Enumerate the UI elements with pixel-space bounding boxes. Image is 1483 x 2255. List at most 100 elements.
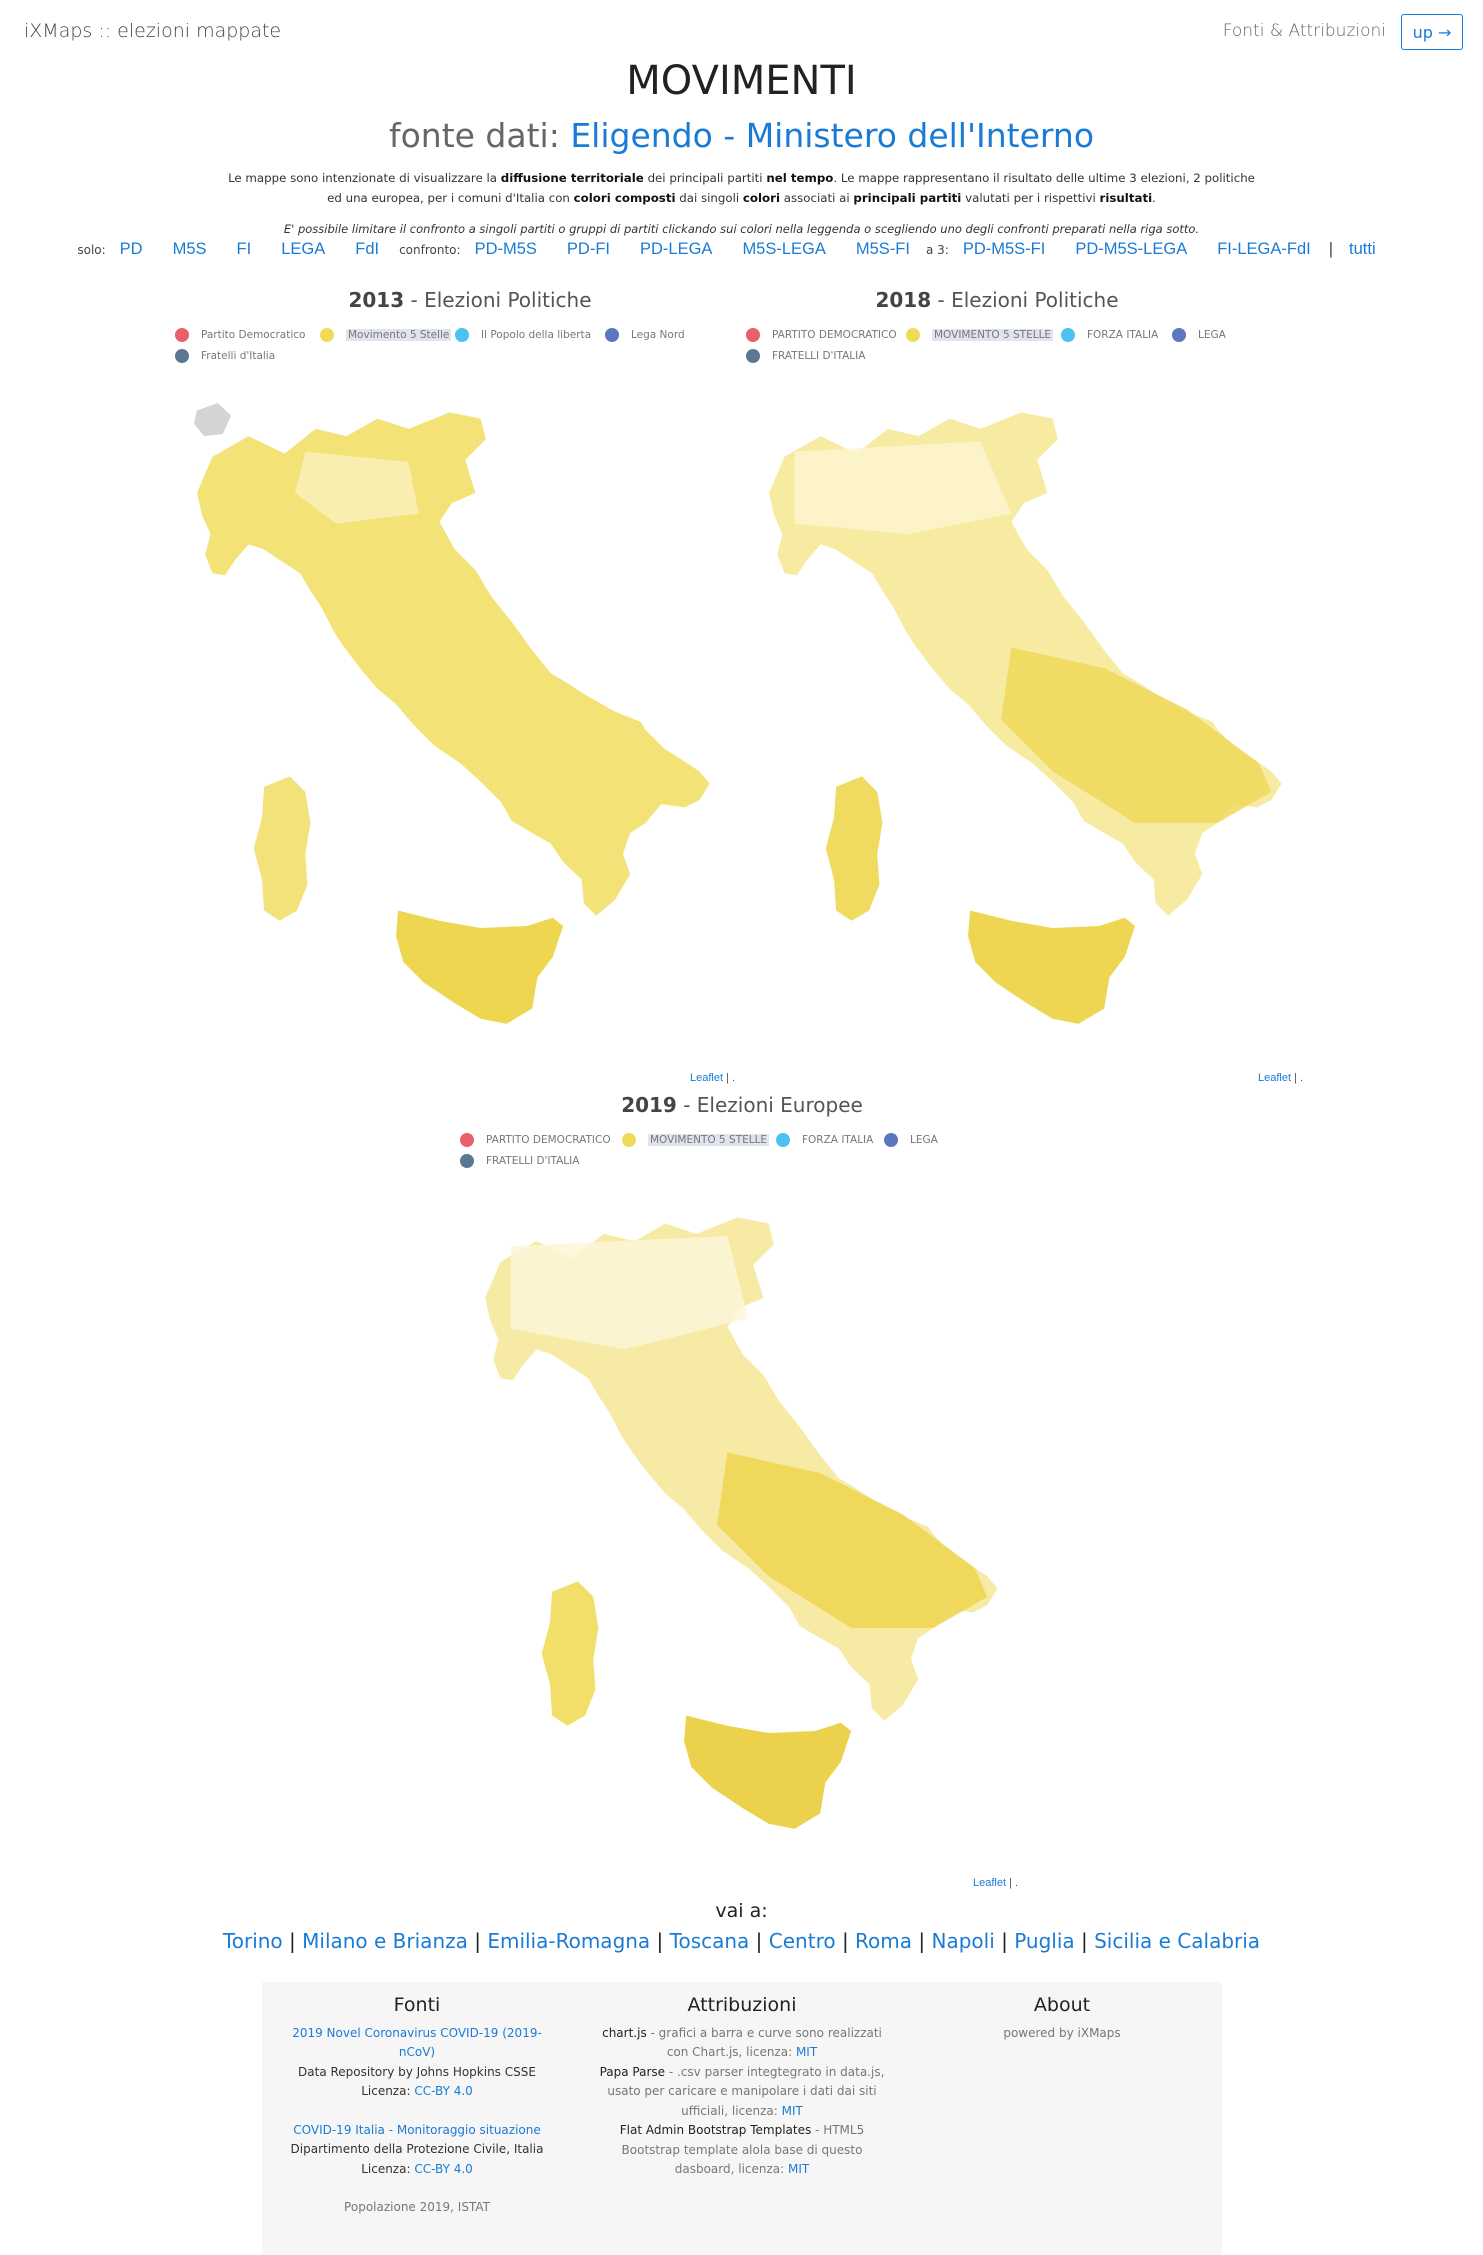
license-link[interactable]: CC-BY 4.0 xyxy=(414,2161,473,2176)
license-link[interactable]: MIT xyxy=(795,2045,818,2059)
legend-dot xyxy=(460,1133,474,1147)
filter-pd-m5s-fi[interactable]: PD-M5S-FI xyxy=(962,240,1046,258)
map-2018-year: 2018 xyxy=(875,288,932,312)
up-button[interactable]: up → xyxy=(1401,14,1463,50)
population-source: Popolazione 2019, ISTAT xyxy=(344,2200,490,2214)
legend-item-fdi[interactable]: FRATELLI D'ITALIA xyxy=(460,1154,579,1168)
confronto-label: confronto: xyxy=(399,243,461,257)
legend-label: MOVIMENTO 5 STELLE xyxy=(932,329,1054,341)
legend-label: LEGA xyxy=(910,1134,938,1146)
source2-link[interactable]: COVID-19 Italia - Monitoraggio situazion… xyxy=(293,2122,541,2137)
legend-item-pd[interactable]: Partito Democratico xyxy=(175,328,305,342)
link-toscana[interactable]: Toscana xyxy=(669,1929,750,1953)
filter-m5s-fi[interactable]: M5S-FI xyxy=(855,240,910,258)
source2-desc: Dipartimento della Protezione Civile, It… xyxy=(290,2142,544,2156)
legend-label: FRATELLI D'ITALIA xyxy=(772,350,866,362)
filter-solo-pd[interactable]: PD xyxy=(119,240,143,258)
filter-solo-fdi[interactable]: FdI xyxy=(355,240,380,258)
link-separator: | xyxy=(282,1929,303,1953)
legend-item-fi[interactable]: FORZA ITALIA xyxy=(776,1133,873,1147)
legend-item-m5s[interactable]: MOVIMENTO 5 STELLE xyxy=(622,1133,770,1147)
filter-pd-lega[interactable]: PD-LEGA xyxy=(640,240,713,258)
license-link[interactable]: MIT xyxy=(788,2162,810,2176)
license-link[interactable]: MIT xyxy=(781,2103,803,2118)
filter-fi-lega-fdi[interactable]: FI-LEGA-FdI xyxy=(1217,240,1311,258)
license-link[interactable]: CC-BY 4.0 xyxy=(414,2084,473,2098)
link-milano-brianza[interactable]: Milano e Brianza xyxy=(302,1929,468,1953)
legend-item-m5s[interactable]: MOVIMENTO 5 STELLE xyxy=(906,328,1054,342)
map-2018-legend: PARTITO DEMOCRATICO MOVIMENTO 5 STELLE F… xyxy=(746,328,1286,368)
source1-desc: Data Repository by Johns Hopkins CSSE xyxy=(298,2064,536,2079)
leaflet-link[interactable]: Leaflet xyxy=(973,1877,1007,1889)
link-torino[interactable]: Torino xyxy=(222,1929,283,1953)
link-emilia-romagna[interactable]: Emilia-Romagna xyxy=(487,1929,651,1953)
legend-item-lega[interactable]: LEGA xyxy=(884,1133,938,1147)
legend-item-m5s[interactable]: Movimento 5 Stelle xyxy=(320,328,452,342)
link-separator: | xyxy=(994,1929,1015,1953)
map-2019-attribution: Leaflet | . xyxy=(973,1877,1018,1889)
link-roma[interactable]: Roma xyxy=(855,1929,913,1953)
legend-label: MOVIMENTO 5 STELLE xyxy=(648,1134,770,1146)
attr-name: Papa Parse xyxy=(599,2064,666,2079)
map-2013-italy[interactable] xyxy=(180,400,740,1060)
legend-dot xyxy=(175,349,189,363)
intro-text: . xyxy=(1152,191,1156,205)
page-title: MOVIMENTI xyxy=(626,58,857,104)
license-label: Licenza: xyxy=(361,2084,415,2098)
legend-dot xyxy=(455,328,469,342)
link-napoli[interactable]: Napoli xyxy=(931,1929,995,1953)
footer-fonti: Fonti 2019 Novel Coronavirus COVID-19 (2… xyxy=(282,1982,552,2218)
filter-solo-m5s[interactable]: M5S xyxy=(172,240,207,258)
hint-text: E' possibile limitare il confronto a sin… xyxy=(283,222,1200,236)
filter-solo-fi[interactable]: FI xyxy=(236,240,252,258)
link-separator: | xyxy=(749,1929,769,1953)
source1-link[interactable]: 2019 Novel Coronavirus COVID-19 (2019-nC… xyxy=(292,2025,542,2060)
link-separator: | xyxy=(1074,1929,1095,1953)
attr-desc: - HTML5 Bootstrap template alola base di… xyxy=(621,2123,865,2176)
attribution-chartjs: chart.js - grafici a barra e curve sono … xyxy=(597,2024,887,2063)
filter-m5s-lega[interactable]: M5S-LEGA xyxy=(742,240,826,258)
legend-label: FRATELLI D'ITALIA xyxy=(486,1155,580,1167)
legend-item-fi[interactable]: FORZA ITALIA xyxy=(1061,328,1158,342)
map-2018-title: 2018 - Elezioni Politiche xyxy=(747,288,1247,312)
link-puglia[interactable]: Puglia xyxy=(1014,1929,1075,1953)
attribuzioni-heading: Attribuzioni xyxy=(687,1994,797,2016)
intro-bold: nel tempo xyxy=(766,171,834,185)
legend-dot xyxy=(320,328,334,342)
legend-label: PARTITO DEMOCRATICO xyxy=(772,329,897,341)
leaflet-link[interactable]: Leaflet xyxy=(690,1072,724,1084)
brand-title[interactable]: iXMaps :: elezioni mappate xyxy=(24,20,282,42)
map-2019-label: - Elezioni Europee xyxy=(676,1093,863,1117)
filter-pd-m5s[interactable]: PD-M5S xyxy=(474,240,537,258)
map-2019-italy[interactable] xyxy=(468,1205,1028,1865)
legend-item-lega[interactable]: LEGA xyxy=(1172,328,1226,342)
legend-item-fdi[interactable]: FRATELLI D'ITALIA xyxy=(746,349,865,363)
link-centro[interactable]: Centro xyxy=(768,1929,836,1953)
legend-label: Movimento 5 Stelle xyxy=(346,329,452,341)
attr-desc: - grafici a barra e curve sono realizzat… xyxy=(646,2025,882,2060)
legend-item-pd[interactable]: PARTITO DEMOCRATICO xyxy=(746,328,897,342)
attribution-rest: | . xyxy=(1006,1877,1019,1889)
about-heading: About xyxy=(1033,1994,1091,2016)
map-2019-title: 2019 - Elezioni Europee xyxy=(492,1093,992,1117)
map-2018-label: - Elezioni Politiche xyxy=(931,288,1119,312)
attr-desc: - .csv parser integtegrato in data.js, u… xyxy=(607,2064,885,2118)
legend-item-pd[interactable]: PARTITO DEMOCRATICO xyxy=(460,1133,611,1147)
map-2018-italy[interactable] xyxy=(752,400,1312,1060)
legend-dot xyxy=(175,328,189,342)
legend-item-pdl[interactable]: Il Popolo della liberta xyxy=(455,328,591,342)
filter-tutti[interactable]: tutti xyxy=(1349,240,1376,258)
map-2013-title: 2013 - Elezioni Politiche xyxy=(220,288,720,312)
filter-solo-lega[interactable]: LEGA xyxy=(281,240,326,258)
fonti-attribuzioni-link[interactable]: Fonti & Attribuzioni xyxy=(1222,21,1386,41)
legend-item-fdi[interactable]: Fratelli d'Italia xyxy=(175,349,275,363)
legend-item-lega[interactable]: Lega Nord xyxy=(605,328,685,342)
attribution-papaparse: Papa Parse - .csv parser integtegrato in… xyxy=(597,2063,887,2122)
data-source-link[interactable]: Eligendo - Ministero dell'Interno xyxy=(570,116,1095,155)
link-separator: | xyxy=(650,1929,670,1953)
link-separator: | xyxy=(835,1929,856,1953)
link-sicilia-calabria[interactable]: Sicilia e Calabria xyxy=(1094,1929,1261,1953)
filter-pd-fi[interactable]: PD-FI xyxy=(566,240,610,258)
filter-pd-m5s-lega[interactable]: PD-M5S-LEGA xyxy=(1075,240,1188,258)
leaflet-link[interactable]: Leaflet xyxy=(1258,1072,1292,1084)
